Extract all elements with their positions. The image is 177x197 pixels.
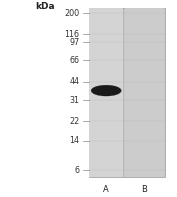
Bar (89, 8, 123, 177)
Text: 200: 200 (65, 9, 80, 18)
Text: B: B (141, 185, 147, 194)
Text: 6: 6 (75, 166, 80, 175)
Text: 44: 44 (70, 77, 80, 86)
Text: 66: 66 (70, 56, 80, 65)
Text: 31: 31 (70, 96, 80, 105)
Text: 22: 22 (69, 117, 80, 126)
Ellipse shape (91, 85, 121, 96)
Text: 14: 14 (70, 136, 80, 145)
Text: kDa: kDa (35, 2, 55, 11)
Text: A: A (103, 185, 109, 194)
Text: 97: 97 (69, 38, 80, 47)
Bar (88, 8, 165, 177)
Text: 116: 116 (65, 30, 80, 39)
Bar (125, 8, 164, 177)
